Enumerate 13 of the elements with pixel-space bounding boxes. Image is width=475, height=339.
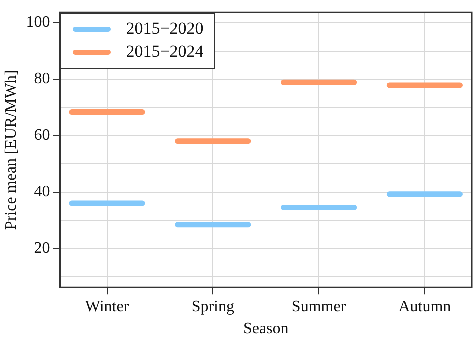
x-tick-label: Summer bbox=[292, 298, 347, 316]
legend-label: 2015−2020 bbox=[126, 19, 204, 40]
y-tick-label: 100 bbox=[26, 14, 50, 32]
x-axis-title: Season bbox=[243, 320, 289, 338]
y-axis-title: Price mean [EUR/MWh] bbox=[2, 70, 20, 230]
x-tick-label: Autumn bbox=[398, 298, 452, 316]
y-tick-label: 40 bbox=[34, 184, 50, 201]
x-tick-label: Winter bbox=[85, 298, 130, 316]
y-tick-label: 80 bbox=[34, 70, 50, 88]
y-tick-label: 60 bbox=[34, 127, 50, 144]
x-tick-label: Spring bbox=[192, 298, 234, 316]
legend-label: 2015−2024 bbox=[126, 42, 204, 62]
y-tick-label: 20 bbox=[34, 240, 50, 258]
